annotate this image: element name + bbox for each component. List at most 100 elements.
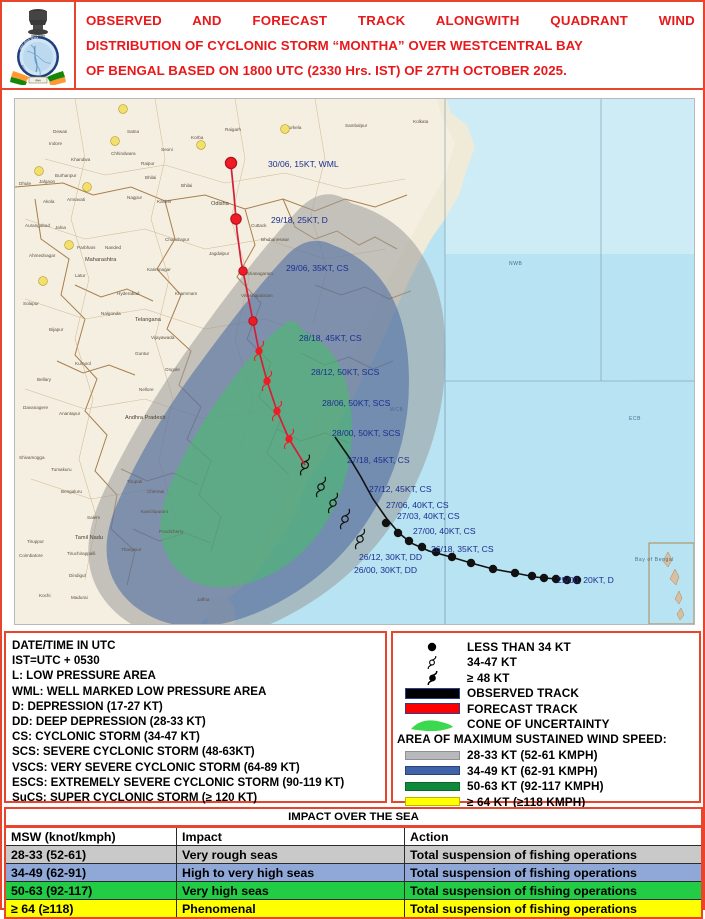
svg-text:Visakhapatnam: Visakhapatnam — [241, 293, 273, 298]
track-label: 28/06, 50KT, SCS — [322, 398, 391, 408]
svg-text:Dewas: Dewas — [53, 129, 68, 134]
cyclone-small-icon — [401, 655, 463, 670]
svg-text:Anantapur: Anantapur — [59, 411, 81, 416]
wind-band-swatch-28-33 — [401, 748, 463, 763]
cyclone-large-icon — [401, 670, 463, 685]
sea-label-wcb: WCB — [390, 407, 404, 413]
svg-text:Nalgonda: Nalgonda — [101, 311, 121, 316]
track-label: 28/18, 45KT, CS — [299, 333, 362, 343]
cell-msw: 34-49 (62-91) — [4, 863, 177, 882]
red-bar-icon — [401, 701, 463, 716]
cell-msw: ≥ 64 (≥118) — [4, 899, 177, 919]
svg-text:भारत सरकार: भारत सरकार — [31, 34, 46, 38]
table-row: 50-63 (92-117) Very high seas Total susp… — [4, 881, 703, 900]
svg-text:Pondicherry: Pondicherry — [159, 529, 184, 534]
svg-text:Bhubaneswar: Bhubaneswar — [261, 237, 290, 242]
legend-line: SCS: SEVERE CYCLONIC STORM (48-63KT) — [12, 745, 255, 759]
svg-text:Chennai: Chennai — [147, 489, 164, 494]
page-title-line-1: OBSERVED AND FORECAST TRACK ALONGWITH QU… — [86, 13, 695, 28]
svg-text:Bengaluru: Bengaluru — [61, 489, 82, 494]
track-label: 27/18, 45KT, CS — [347, 455, 410, 465]
legend-item: LESS THAN 34 KT — [393, 639, 699, 655]
svg-text:Kochi: Kochi — [39, 593, 51, 598]
page-title-line-3: OF BENGAL BASED ON 1800 UTC (2330 Hrs. I… — [86, 63, 567, 78]
legend-line: ESCS: EXTREMELY SEVERE CYCLONIC STORM (9… — [12, 775, 345, 789]
symbol-legend: LESS THAN 34 KT 34-47 KT — [391, 631, 701, 809]
svg-text:Vijayawada: Vijayawada — [151, 335, 175, 340]
svg-text:Sambalpur: Sambalpur — [345, 123, 368, 128]
svg-text:Tiruppur: Tiruppur — [27, 539, 44, 544]
wind-band-label: 34-49 KT (62-91 KMPH) — [467, 763, 598, 778]
svg-text:Khandwa: Khandwa — [71, 157, 91, 162]
svg-text:Kanker: Kanker — [157, 199, 172, 204]
track-label: 26/12, 30KT, DD — [359, 552, 422, 562]
header-title-block: OBSERVED AND FORECAST TRACK ALONGWITH QU… — [76, 2, 703, 88]
svg-text:Kolkata: Kolkata — [413, 119, 429, 124]
legend-item-label: LESS THAN 34 KT — [467, 639, 571, 654]
legend-item: ≥ 48 KT — [393, 670, 699, 686]
impact-section: IMPACT OVER THE SEA MSW (knot/kmph) Impa… — [4, 807, 703, 919]
svg-text:Jaffna: Jaffna — [197, 597, 210, 602]
legend-item: FORECAST TRACK — [393, 701, 699, 717]
track-label: 29/06, 35KT, CS — [286, 263, 349, 273]
track-label: 26/00, 30KT, DD — [354, 565, 417, 575]
svg-text:Rourkela: Rourkela — [283, 125, 302, 130]
svg-text:Hyderabad: Hyderabad — [117, 291, 140, 296]
svg-text:Karimnagar: Karimnagar — [147, 267, 171, 272]
svg-text:Ahmednagar: Ahmednagar — [29, 253, 56, 258]
wind-band-swatch-34-49 — [401, 763, 463, 778]
impact-table: MSW (knot/kmph) Impact Action 28-33 (52-… — [4, 826, 703, 919]
svg-text:Tumakuru: Tumakuru — [51, 467, 72, 472]
svg-text:Raigarh: Raigarh — [225, 127, 242, 132]
cell-action: Total suspension of fishing operations — [404, 881, 703, 900]
svg-text:Aurangabad: Aurangabad — [25, 223, 50, 228]
legend-item: 34-47 KT — [393, 655, 699, 671]
wind-band-item: ≥ 64 KT (≥118 KMPH) — [393, 794, 699, 810]
sea-label-bay-of-bengal: Bay of Bengal — [635, 557, 674, 563]
svg-text:Jalna: Jalna — [55, 225, 66, 230]
cell-msw: 50-63 (92-117) — [4, 881, 177, 900]
cell-action: Total suspension of fishing operations — [404, 845, 703, 864]
svg-text:Satna: Satna — [127, 129, 139, 134]
svg-text:Dindigul: Dindigul — [69, 573, 86, 578]
abbreviation-legend: DATE/TIME IN UTC IST=UTC + 0530 L: LOW P… — [4, 631, 387, 804]
svg-text:Kanchipuram: Kanchipuram — [141, 509, 168, 514]
wind-band-label: 50-63 KT (92-117 KMPH) — [467, 779, 604, 794]
svg-text:Seoni: Seoni — [161, 147, 173, 152]
wind-band-label: 28-33 KT (52-61 KMPH) — [467, 748, 598, 763]
table-row: ≥ 64 (≥118) Phenomenal Total suspension … — [4, 899, 703, 919]
track-label: 27/12, 45KT, CS — [369, 484, 432, 494]
legend-line: D: DEPRESSION (17-27 KT) — [12, 699, 163, 713]
svg-text:Salem: Salem — [87, 515, 100, 520]
impact-title: IMPACT OVER THE SEA — [4, 807, 703, 826]
track-label: 27/06, 40KT, CS — [386, 500, 449, 510]
legend-item-label: CONE OF UNCERTAINTY — [467, 717, 610, 732]
track-label: 29/18, 25KT, D — [271, 215, 328, 225]
cell-action: Total suspension of fishing operations — [404, 863, 703, 882]
svg-text:Vizianagaram: Vizianagaram — [245, 271, 273, 276]
svg-text:Nanded: Nanded — [105, 245, 122, 250]
legend-line: DATE/TIME IN UTC — [12, 639, 116, 652]
svg-text:Guntur: Guntur — [135, 351, 150, 356]
map-canvas: NWB ECB WCB Bay of Bengal Dewas Indore Sa… — [15, 99, 694, 624]
legend-item-label: 34-47 KT — [467, 655, 517, 670]
track-label: 28/00, 50KT, SCS — [332, 428, 401, 438]
svg-text:Kurnool: Kurnool — [75, 361, 91, 366]
track-point-labels: 30/06, 15KT, WML 29/18, 25KT, D 29/06, 3… — [268, 159, 614, 585]
legend-line: CS: CYCLONIC STORM (34-47 KT) — [12, 730, 200, 744]
column-header-msw: MSW (knot/kmph) — [4, 826, 177, 846]
svg-text:Amravati: Amravati — [67, 197, 85, 202]
svg-text:Bhilai: Bhilai — [181, 183, 192, 188]
imd-emblem-icon: भारत सरकार भारत मौसम विज्ञान INDIA METEO… — [10, 9, 66, 85]
black-bar-icon — [401, 686, 463, 701]
svg-text:Andhra Pradesh: Andhra Pradesh — [125, 415, 165, 421]
table-row: 34-49 (62-91) High to very high seas Tot… — [4, 863, 703, 882]
svg-text:Burhanpur: Burhanpur — [55, 173, 77, 178]
sea-label-ecb: ECB — [629, 416, 641, 422]
observed-track-dots — [381, 518, 582, 585]
svg-text:Shivamogga: Shivamogga — [19, 455, 45, 460]
svg-text:Tamil Nadu: Tamil Nadu — [75, 535, 103, 541]
cyclone-track-map[interactable]: NWB ECB WCB Bay of Bengal Dewas Indore Sa… — [14, 98, 695, 625]
wind-speed-legend-title: AREA OF MAXIMUM SUSTAINED WIND SPEED: — [397, 732, 667, 746]
